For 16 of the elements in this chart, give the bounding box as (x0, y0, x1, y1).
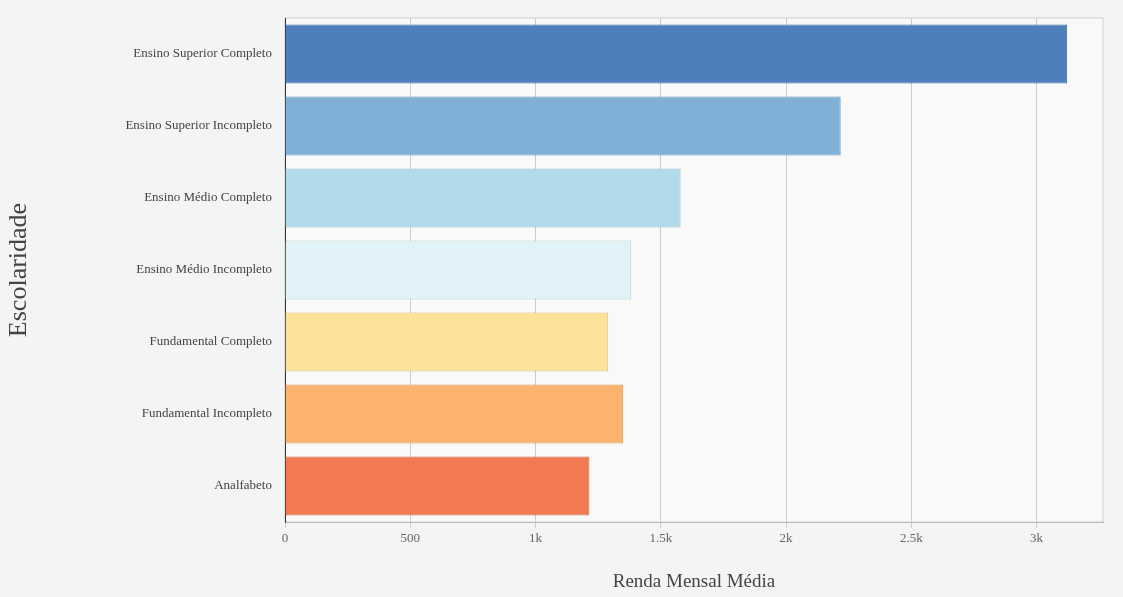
x-tick-label: 2k (779, 530, 794, 546)
y-axis-title: Escolaridade (3, 202, 33, 338)
y-tick-label: Ensino Superior Completo (133, 45, 272, 61)
x-tick-label: 3k (1030, 530, 1044, 546)
y-tick-label: Ensino Superior Incompleto (125, 117, 272, 133)
y-tick-label: Ensino Médio Completo (144, 189, 272, 205)
y-tick-label: Ensino Médio Incompleto (136, 261, 272, 277)
y-tick-label: Fundamental Incompleto (141, 405, 272, 421)
y-tick-label: Fundamental Completo (149, 333, 272, 349)
x-tick-label: 1.5k (649, 530, 673, 546)
x-tick-label: 1k (529, 530, 543, 546)
x-tick-label: 2.5k (899, 530, 924, 546)
x-tick-label: 500 (400, 530, 421, 546)
y-tick-label: Analfabeto (214, 477, 272, 493)
x-axis-title: Renda Mensal Média (612, 569, 776, 591)
x-tick-label: 0 (281, 530, 289, 546)
